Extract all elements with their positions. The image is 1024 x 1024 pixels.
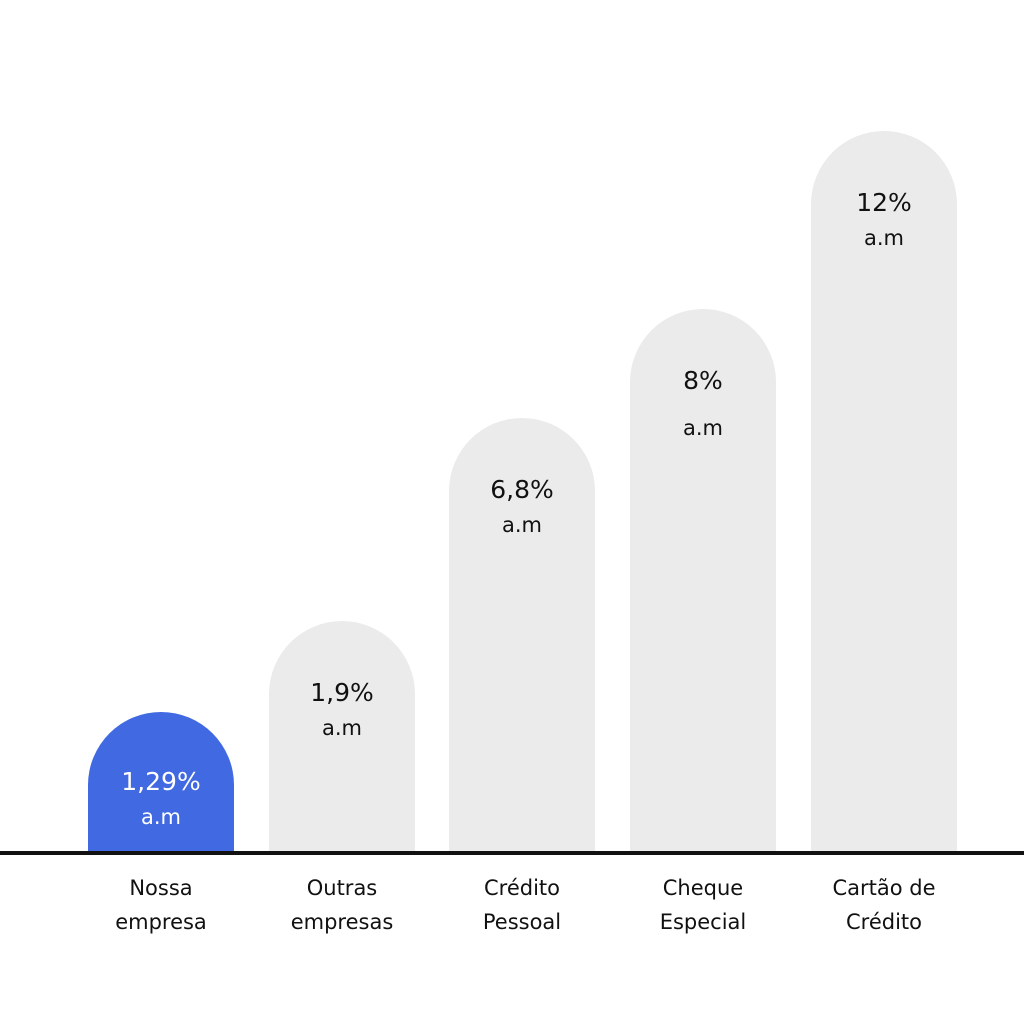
category-label-0-line-0: Nossa [129,876,192,900]
bars-layer: 1,29% a.m 1,9% a.m 6,8% a.m 8% a.m 12% a.m [88,131,957,853]
category-label-1-line-1: empresas [291,910,394,934]
category-label-3-line-0: Cheque [663,876,743,900]
bar-value-label-2: 6,8% [490,475,554,504]
bar-1 [269,621,415,853]
bar-unit-label-1: a.m [322,716,362,740]
bar-value-label-1: 1,9% [310,678,374,707]
bar-value-label-0: 1,29% [121,767,200,796]
bar-unit-label-0: a.m [141,805,181,829]
bar-3 [630,309,776,853]
bar-0 [88,712,234,853]
category-label-4-line-1: Crédito [846,910,922,934]
category-label-1-line-0: Outras [307,876,378,900]
category-label-0-line-1: empresa [115,910,207,934]
category-label-3-line-1: Especial [660,910,747,934]
bar-unit-label-4: a.m [864,226,904,250]
bar-unit-label-3: a.m [683,416,723,440]
bar-4 [811,131,957,853]
bar-value-label-4: 12% [856,188,912,217]
category-label-4-line-0: Cartão de [832,876,935,900]
category-labels-layer: Nossa empresa Outras empresas Crédito Pessoal… [115,876,935,934]
bar-unit-label-2: a.m [502,513,542,537]
category-label-2-line-0: Crédito [484,876,560,900]
bar-value-label-3: 8% [683,366,723,395]
bar-2 [449,418,595,853]
category-label-2-line-1: Pessoal [483,910,561,934]
